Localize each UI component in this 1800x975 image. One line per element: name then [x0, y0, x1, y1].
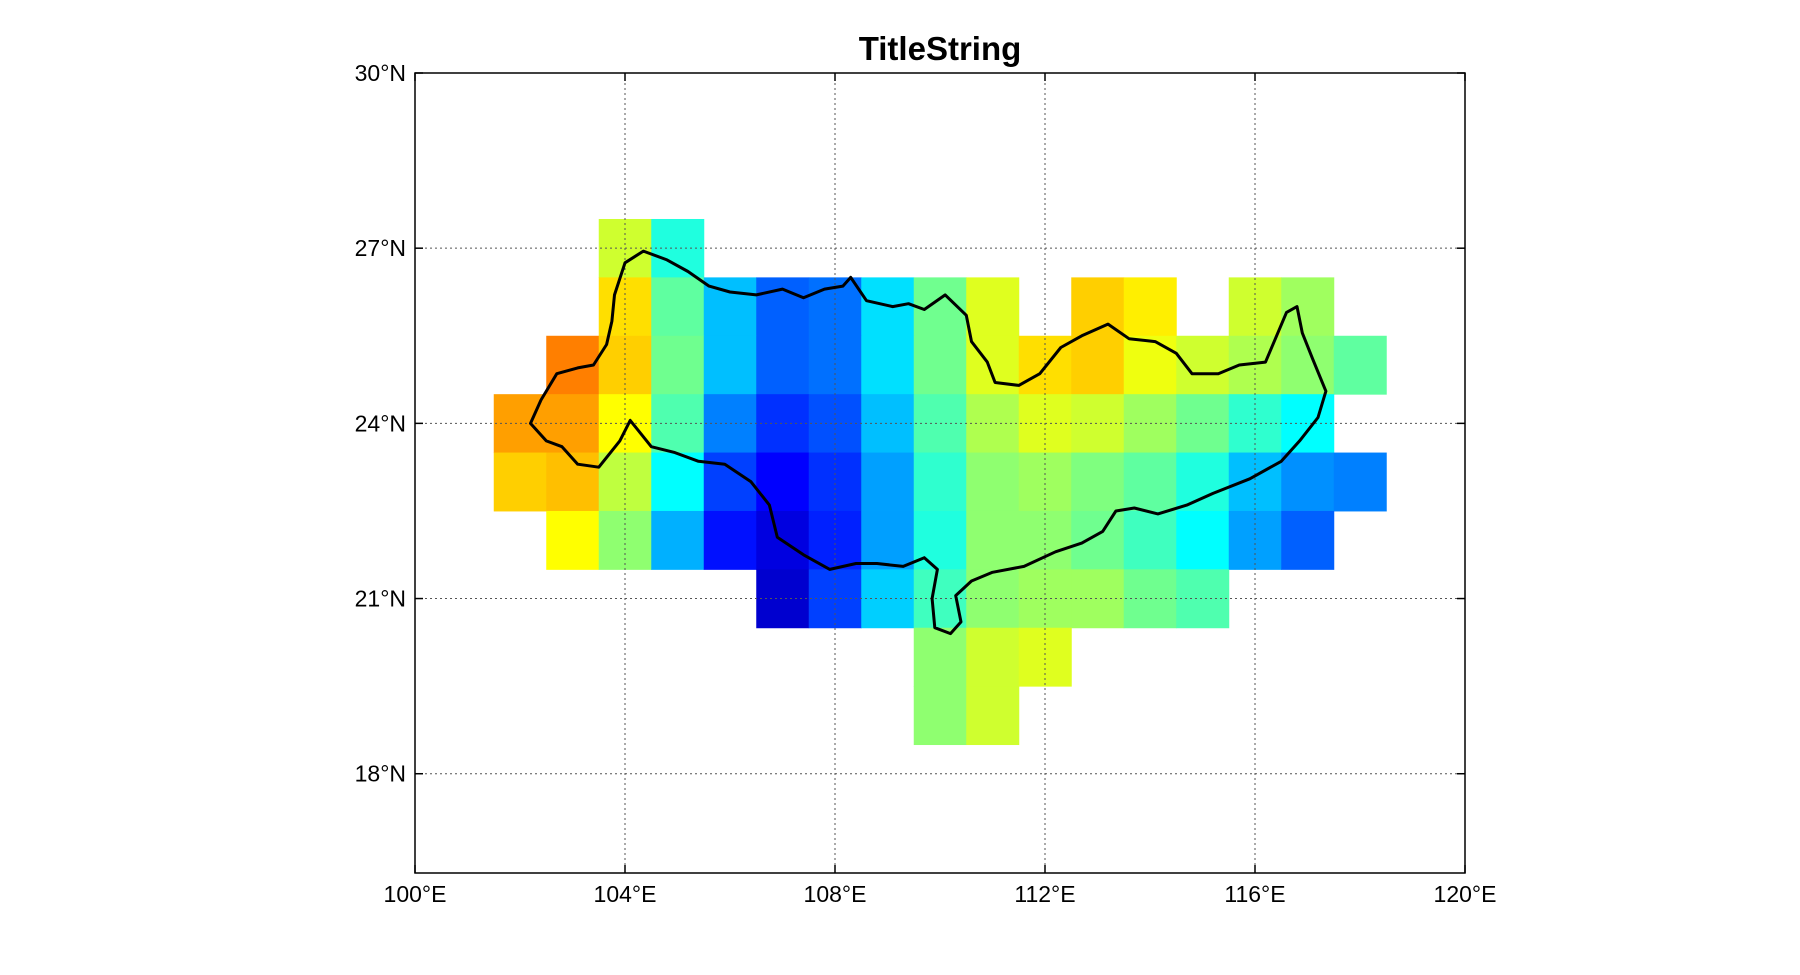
grid-cell [703, 335, 757, 395]
heatmap-cells [493, 218, 1387, 746]
grid-cell [1071, 452, 1125, 512]
grid-cell [913, 452, 967, 512]
grid-cell [1123, 510, 1177, 570]
grid-cell [913, 510, 967, 570]
grid-cell [1123, 452, 1177, 512]
grid-cell [1123, 335, 1177, 395]
grid-cell [1071, 510, 1125, 570]
grid-cell [966, 686, 1020, 746]
grid-cell [1281, 277, 1335, 337]
x-tick-label: 104°E [594, 881, 657, 907]
grid-cell [1071, 335, 1125, 395]
x-tick-label: 116°E [1224, 881, 1285, 907]
grid-cell [598, 510, 652, 570]
x-axis-labels: 100°E 104°E 108°E 112°E 116°E 120°E [384, 881, 1497, 907]
grid-cell [861, 510, 915, 570]
grid-cell [651, 452, 705, 512]
grid-cell [598, 277, 652, 337]
grid-cell [651, 335, 705, 395]
grid-cell [756, 335, 810, 395]
map-title: TitleString [859, 30, 1022, 67]
x-tick-label: 112°E [1014, 881, 1075, 907]
grid-cell [756, 277, 810, 337]
grid-cell [1281, 510, 1335, 570]
grid-cell [966, 510, 1020, 570]
grid-cell [1018, 510, 1072, 570]
y-axis-labels: 18°N 21°N 24°N 27°N 30°N [355, 60, 406, 787]
grid-cell [808, 510, 862, 570]
graticule-grid [415, 73, 1465, 873]
grid-cell [861, 452, 915, 512]
y-tick-label: 30°N [355, 60, 406, 86]
y-tick-label: 18°N [355, 761, 406, 787]
grid-cell [861, 335, 915, 395]
grid-cell [493, 452, 547, 512]
grid-cell [1333, 452, 1387, 512]
grid-cell [598, 452, 652, 512]
axes-frame [414, 72, 1466, 874]
y-tick-label: 21°N [355, 586, 406, 612]
grid-cell [1018, 452, 1072, 512]
axis-ticks [414, 72, 1466, 873]
grid-cell [651, 277, 705, 337]
grid-cell [1176, 452, 1230, 512]
grid-cell [1123, 277, 1177, 337]
y-tick-label: 27°N [355, 235, 406, 261]
grid-cell [1018, 627, 1072, 687]
grid-cell [651, 510, 705, 570]
x-tick-label: 108°E [804, 881, 867, 907]
grid-cell [913, 686, 967, 746]
plot-area [414, 72, 1466, 874]
x-tick-label: 120°E [1434, 881, 1497, 907]
grid-cell [966, 452, 1020, 512]
grid-cell [1228, 452, 1282, 512]
grid-cell [966, 277, 1020, 337]
grid-cell [966, 627, 1020, 687]
grid-cell [1228, 277, 1282, 337]
grid-cell [703, 510, 757, 570]
grid-cell [1176, 510, 1230, 570]
grid-cell [913, 335, 967, 395]
grid-cell [1333, 335, 1387, 395]
region-boundary [529, 249, 1328, 636]
grid-cell [1228, 510, 1282, 570]
grid-cell [1071, 277, 1125, 337]
grid-cell [913, 627, 967, 687]
grid-cell [756, 452, 810, 512]
grid-cell [1281, 452, 1335, 512]
y-tick-label: 24°N [355, 410, 406, 436]
grid-cell [808, 452, 862, 512]
grid-cell [546, 452, 600, 512]
x-tick-label: 100°E [384, 881, 447, 907]
grid-cell [546, 510, 600, 570]
